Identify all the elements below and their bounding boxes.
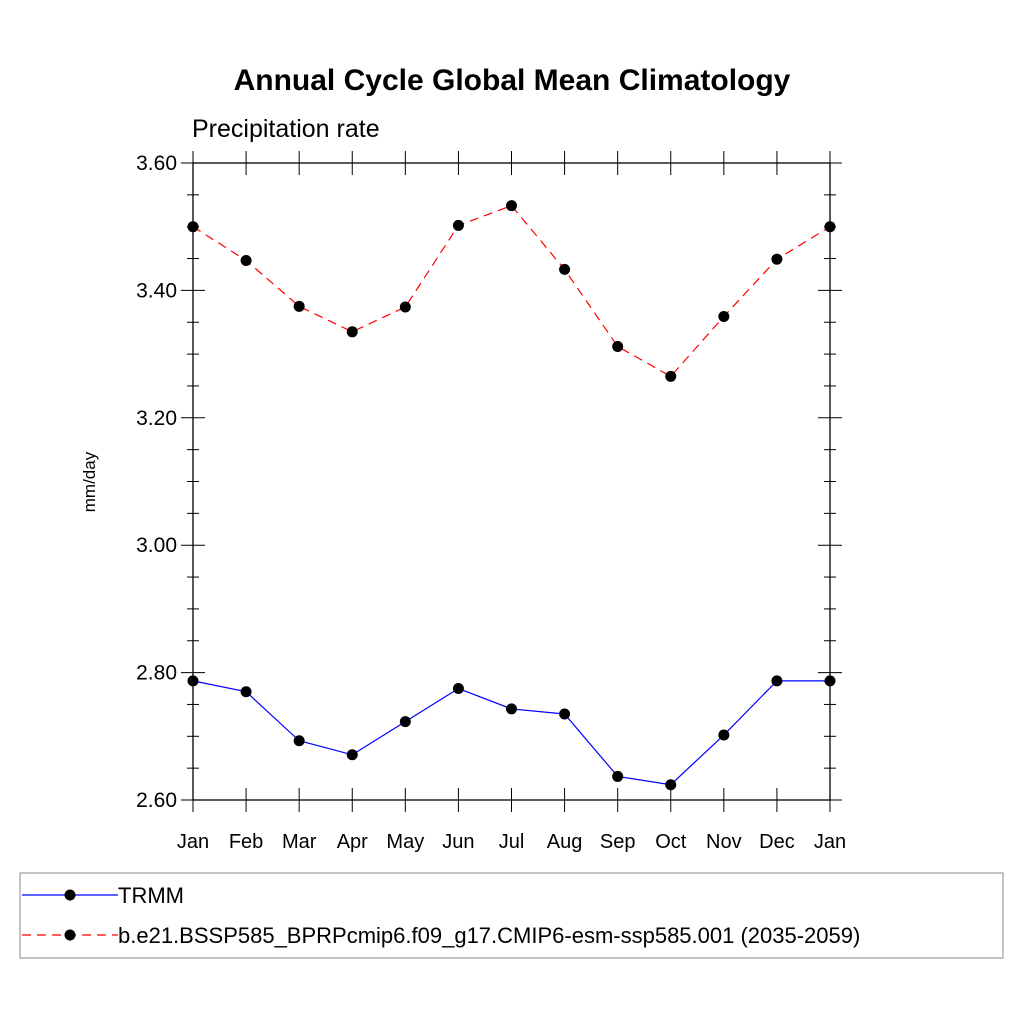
- legend-label-model: b.e21.BSSP585_BPRPcmip6.f09_g17.CMIP6-es…: [118, 923, 860, 948]
- x-tick-label: Jun: [442, 831, 474, 853]
- x-tick-label: Aug: [547, 831, 583, 853]
- data-point-series-0: [506, 703, 517, 715]
- chart-subtitle: Precipitation rate: [192, 115, 380, 143]
- series-line-1: [192, 204, 831, 378]
- data-point-series-0: [346, 749, 358, 761]
- data-point-series-1: [187, 221, 199, 233]
- y-tick-label: 2.60: [136, 789, 177, 812]
- legend-box: [19, 872, 1004, 959]
- legend-label-trmm: TRMM: [118, 883, 184, 908]
- series-points: [187, 200, 836, 791]
- y-tick-label: 2.80: [136, 662, 177, 685]
- x-tick-label: Dec: [759, 831, 795, 853]
- data-point-series-1: [665, 370, 677, 382]
- series-line-0: [192, 680, 830, 786]
- data-point-series-0: [665, 779, 677, 791]
- x-tick-label: Sep: [600, 831, 636, 853]
- x-tick-labels: Jan Feb Mar Apr May Jun Jul Aug Sep Oct Nov Dec Jan: [177, 831, 846, 853]
- data-point-series-1: [293, 300, 305, 312]
- x-tick-label: Oct: [655, 831, 687, 853]
- y-tick-label: 3.60: [136, 152, 177, 175]
- data-point-series-1: [612, 340, 624, 352]
- data-point-series-0: [240, 686, 252, 698]
- x-tick-label: May: [386, 831, 424, 853]
- x-tick-label: Apr: [337, 831, 368, 853]
- x-tick-label: Mar: [282, 831, 317, 853]
- data-point-series-1: [399, 301, 411, 313]
- data-point-series-1: [452, 219, 464, 231]
- x-tick-label: Nov: [706, 831, 742, 853]
- legend: TRMM b.e21.BSSP585_BPRPcmip6.f09_g17.CMI…: [19, 872, 1004, 959]
- data-point-series-0: [824, 675, 836, 687]
- legend-marker-trmm: [64, 889, 76, 901]
- data-point-series-1: [718, 311, 730, 323]
- data-point-series-1: [240, 254, 252, 266]
- data-point-series-1: [824, 221, 836, 233]
- x-tick-label: Feb: [229, 831, 263, 853]
- y-tick-labels: 2.60 2.80 3.00 3.20 3.40 3.60: [136, 152, 177, 812]
- x-tick-label: Jan: [177, 831, 209, 853]
- data-point-series-0: [399, 716, 411, 728]
- y-axis-label: mm/day: [80, 451, 99, 512]
- y-tick-label: 3.20: [136, 407, 177, 430]
- series-lines: [192, 204, 831, 786]
- x-tick-label: Jan: [814, 831, 846, 853]
- data-point-series-1: [346, 326, 358, 338]
- data-point-series-1: [506, 200, 517, 212]
- x-tick-label: Jul: [499, 831, 525, 853]
- data-point-series-0: [612, 770, 624, 782]
- chart-title: Annual Cycle Global Mean Climatology: [234, 64, 791, 97]
- y-tick-label: 3.40: [136, 279, 177, 302]
- legend-marker-model: [64, 929, 76, 941]
- data-point-series-0: [559, 708, 571, 720]
- y-tick-label: 3.00: [136, 534, 177, 557]
- data-point-series-0: [187, 675, 199, 687]
- data-point-series-0: [771, 675, 783, 687]
- data-point-series-0: [452, 683, 464, 695]
- data-point-series-0: [293, 735, 305, 747]
- data-point-series-0: [718, 729, 730, 741]
- data-point-series-1: [559, 263, 571, 275]
- data-point-series-1: [771, 253, 783, 265]
